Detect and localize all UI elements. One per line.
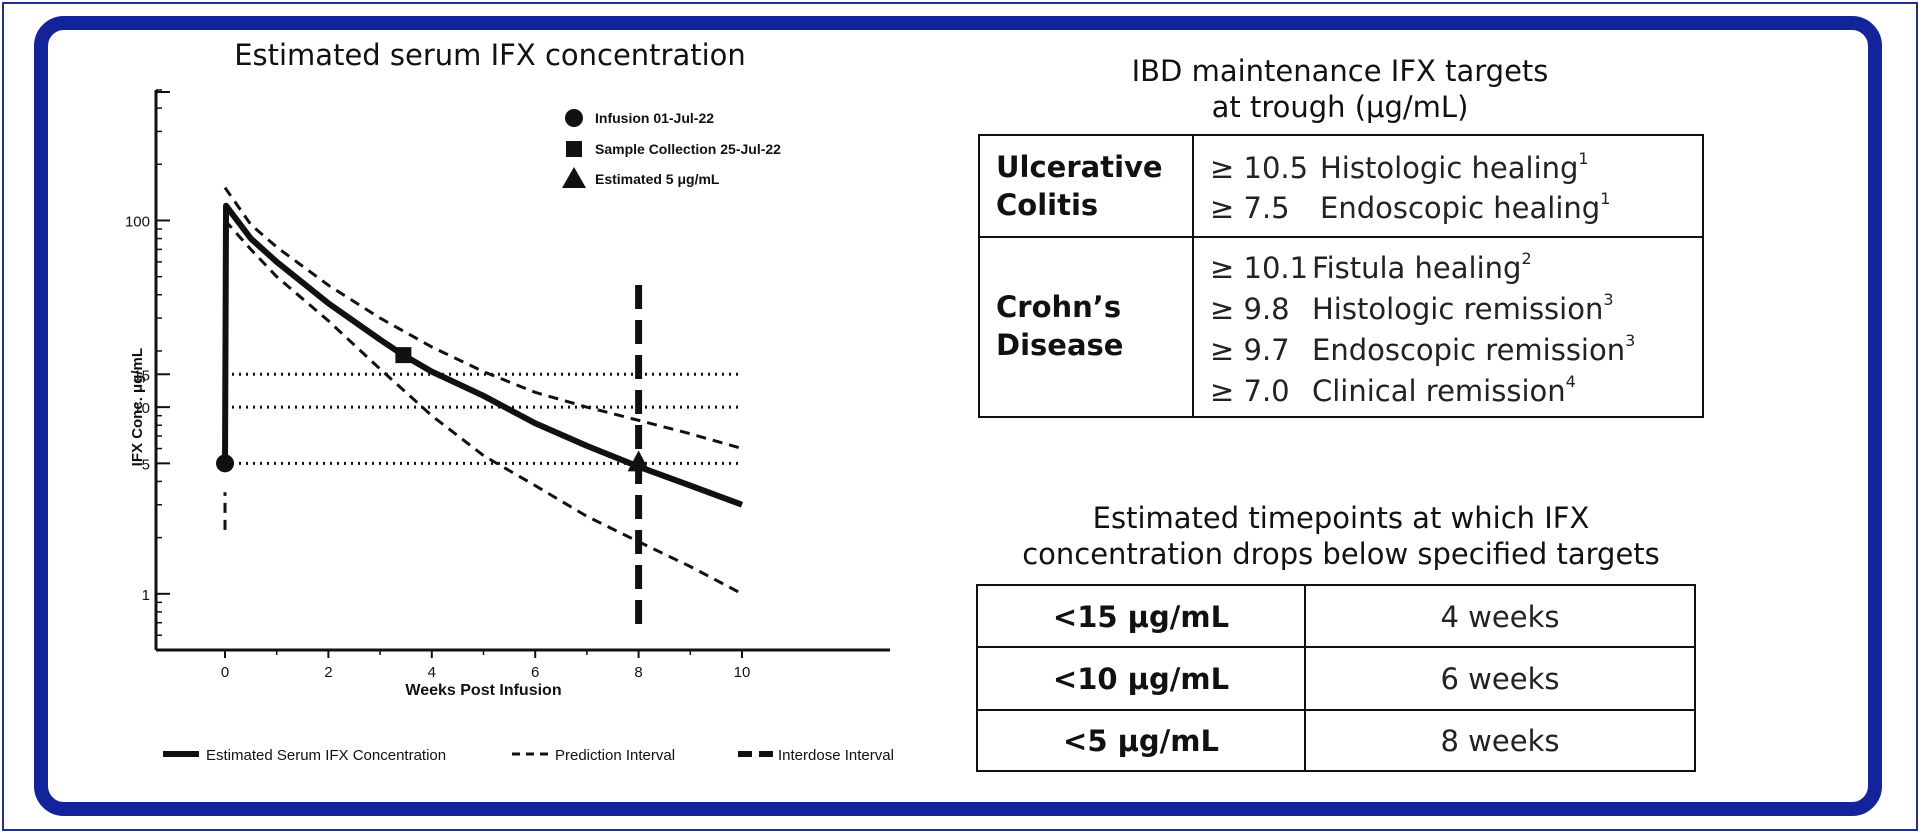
timepoints-title-line2: concentration drops below specified targ…: [1022, 537, 1660, 571]
x-axis-label: Weeks Post Infusion: [405, 682, 561, 699]
ifx-targets-table: Ulcerative Colitis Crohn’s Disease ≥ 10.…: [978, 134, 1704, 418]
legend-top-label: Infusion 01-Jul-22: [595, 110, 714, 126]
x-tick-label: 0: [221, 664, 229, 681]
target-threshold: ≥ 10.1: [1210, 251, 1309, 285]
legend-bottom-label: Interdose Interval: [778, 747, 894, 764]
target-threshold: ≥ 10.5: [1210, 151, 1309, 185]
x-tick-label: 10: [734, 664, 751, 681]
target-reference: 1: [1600, 189, 1611, 208]
targets-title-line2: at trough (μg/mL): [1211, 90, 1469, 124]
y-axis-label: IFX Conc. μg/mL: [129, 348, 146, 466]
target-threshold: ≥ 9.7: [1210, 333, 1290, 367]
table-row: <10 μg/mL 6 weeks: [978, 648, 1694, 710]
time-cell: 6 weeks: [1440, 662, 1560, 696]
chart-title: Estimated serum IFX concentration: [234, 38, 746, 72]
prediction-interval-line: [223, 186, 743, 450]
table-divider: [1192, 136, 1194, 416]
target-cell: <5 μg/mL: [1063, 724, 1219, 758]
disease-name-line: Crohn’s: [996, 290, 1122, 324]
legend-triangle-icon: [562, 167, 586, 188]
y-tick-label: 1: [142, 587, 150, 604]
timepoints-table: <15 μg/mL 4 weeks <10 μg/mL 6 weeks <5 μ…: [976, 584, 1696, 772]
target-reference: 1: [1578, 149, 1589, 168]
target-cell: <15 μg/mL: [1052, 600, 1230, 634]
legend-bottom-label: Estimated Serum IFX Concentration: [206, 747, 446, 764]
y-tick-label: 15: [133, 367, 150, 384]
time-cell: 4 weeks: [1440, 600, 1560, 634]
legend-bottom-label: Prediction Interval: [555, 747, 675, 764]
target-cell: <10 μg/mL: [1052, 662, 1230, 696]
table-row: <5 μg/mL 8 weeks: [978, 710, 1694, 772]
table-divider: [978, 709, 1694, 711]
targets-title-line1: IBD maintenance IFX targets: [1131, 54, 1549, 88]
target-label: Histologic healing: [1320, 151, 1579, 185]
target-row: ≥ 7.5 Endoscopic healing1: [1210, 188, 1610, 228]
legend-top-label: Estimated 5 μg/mL: [595, 171, 720, 187]
disease-uc: Ulcerative Colitis: [996, 148, 1163, 224]
target-row: ≥ 7.0 Clinical remission4: [1210, 371, 1576, 411]
x-tick-label: 6: [531, 664, 539, 681]
target-row: ≥ 10.1 Fistula healing2: [1210, 248, 1532, 288]
prediction-interval-line: [223, 219, 743, 596]
table-divider: [980, 236, 1702, 238]
target-label: Clinical remission: [1312, 374, 1566, 408]
target-reference: 4: [1565, 372, 1576, 391]
y-tick-label: 10: [133, 400, 150, 417]
sample-collection-marker: [395, 347, 412, 364]
target-threshold: ≥ 7.5: [1210, 191, 1290, 225]
infusion-marker: [216, 454, 234, 473]
x-tick-label: 2: [324, 664, 332, 681]
target-label: Endoscopic healing: [1320, 191, 1601, 225]
target-threshold: ≥ 9.8: [1210, 292, 1290, 326]
table-divider: [978, 646, 1694, 648]
legend-square-icon: [566, 141, 582, 157]
x-tick-label: 4: [428, 664, 436, 681]
disease-name-line: Disease: [996, 328, 1124, 362]
y-tick-label: 100: [125, 213, 150, 230]
target-reference: 3: [1603, 290, 1614, 309]
estimated-concentration-line: [222, 202, 744, 508]
x-tick-label: 8: [634, 664, 642, 681]
table-divider: [1304, 586, 1306, 770]
timepoints-title: Estimated timepoints at which IFX concen…: [978, 500, 1704, 572]
timepoints-title-line1: Estimated timepoints at which IFX: [1092, 501, 1590, 535]
disease-cd: Crohn’s Disease: [996, 288, 1123, 364]
disease-name-line: Ulcerative: [996, 150, 1163, 184]
target-reference: 2: [1521, 249, 1532, 268]
estimated-marker: [627, 450, 650, 472]
target-label: Histologic remission: [1312, 292, 1604, 326]
y-tick-label: 5: [142, 456, 150, 473]
target-row: ≥ 10.5 Histologic healing1: [1210, 148, 1589, 188]
target-label: Fistula healing: [1312, 251, 1522, 285]
legend-circle-icon: [565, 109, 583, 127]
legend-top-label: Sample Collection 25-Jul-22: [595, 141, 781, 157]
target-row: ≥ 9.8 Histologic remission3: [1210, 289, 1614, 329]
target-threshold: ≥ 7.0: [1210, 374, 1290, 408]
target-label: Endoscopic remission: [1312, 333, 1626, 367]
target-row: ≥ 9.7 Endoscopic remission3: [1210, 330, 1635, 370]
table-row: <15 μg/mL 4 weeks: [978, 586, 1694, 648]
target-reference: 3: [1625, 331, 1636, 350]
time-cell: 8 weeks: [1440, 724, 1560, 758]
targets-title: IBD maintenance IFX targets at trough (μ…: [1050, 53, 1630, 125]
disease-name-line: Colitis: [996, 188, 1099, 222]
